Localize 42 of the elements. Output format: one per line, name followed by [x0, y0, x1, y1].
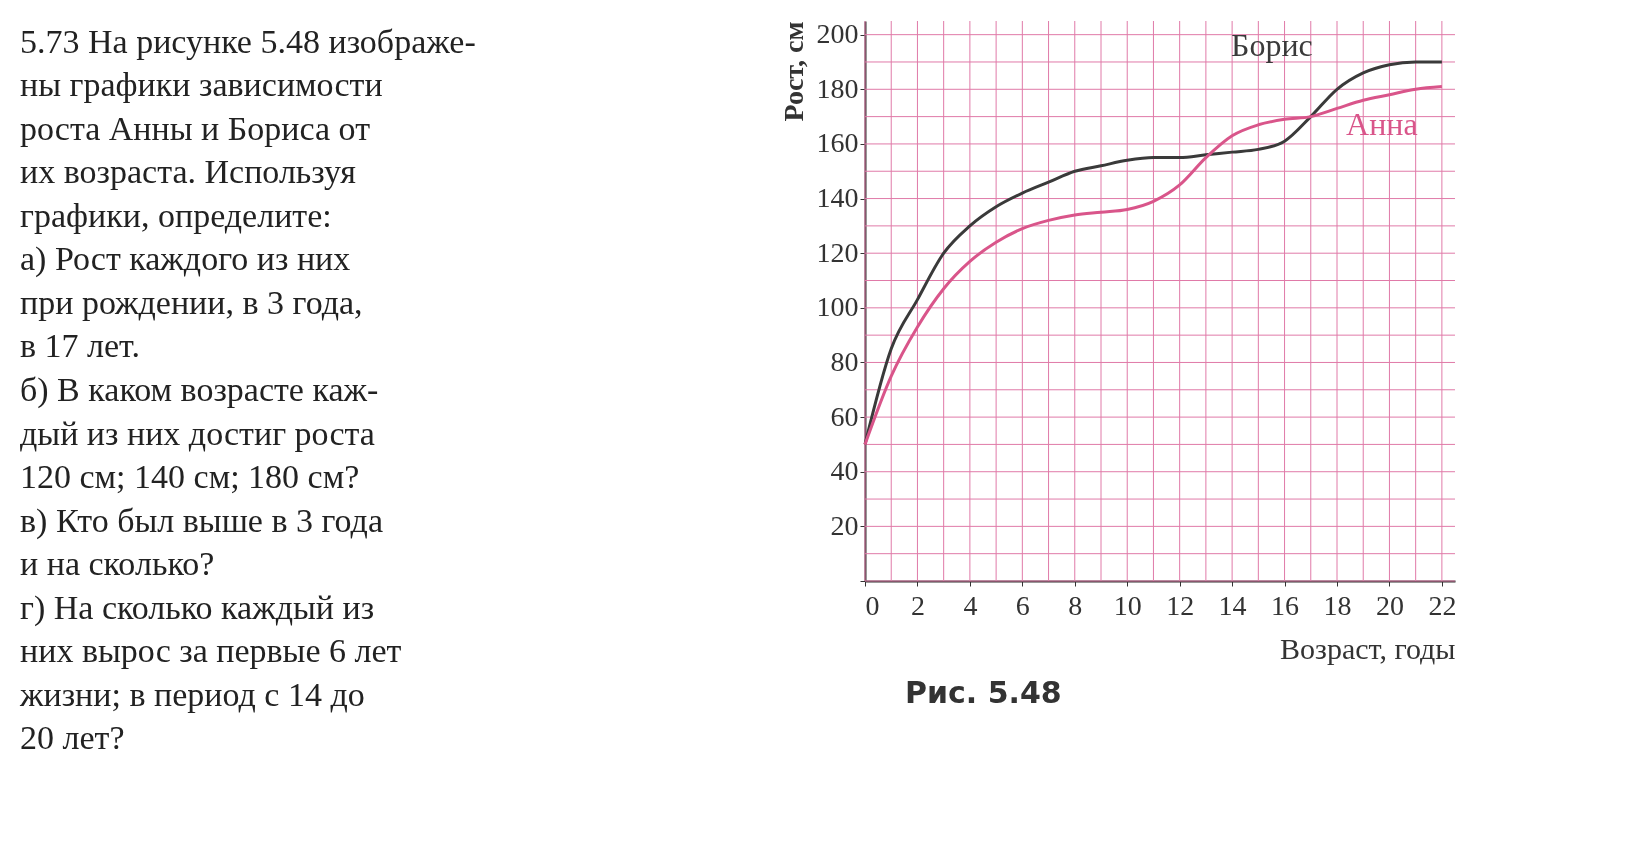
y-tick-label: 200: [816, 18, 859, 50]
x-tick-label: 2: [910, 589, 925, 621]
text: Рис. 5.48: [905, 675, 1062, 710]
x-tick-label: 8: [1068, 589, 1083, 621]
x-tick-label: 18: [1323, 589, 1352, 621]
text: б) В каком возрасте каж-: [20, 371, 379, 409]
text: роста Анны и Бориса от: [20, 109, 371, 147]
y-tick-label: 100: [816, 291, 859, 323]
text: а) Рост каждого из них: [20, 240, 351, 279]
x-tick-label: 20: [1375, 589, 1404, 621]
x-tick-label: 16: [1271, 589, 1300, 621]
text: их возраста. Используя: [20, 153, 357, 191]
y-tick-label: 180: [816, 72, 859, 104]
text: и на сколько?: [20, 545, 215, 583]
text: в 17 лет.: [20, 327, 140, 365]
x-tick-label: 6: [1015, 589, 1030, 621]
x-axis-title: Возраст, годы: [1280, 631, 1456, 665]
y-tick-label: 80: [830, 345, 859, 377]
x-tick-label: 10: [1113, 589, 1142, 621]
text: ны графики зависимости: [20, 66, 383, 104]
y-tick-label: 20: [830, 509, 859, 541]
text: дый из них достиг роста: [20, 414, 375, 452]
y-tick-label: 40: [830, 455, 859, 487]
y-axis-title: Рост, см: [777, 21, 809, 122]
x-tick-label: 22: [1428, 589, 1457, 621]
text: г) На сколько каждый из: [20, 588, 375, 627]
x-tick-label: 12: [1166, 589, 1195, 621]
x-tick-label: 0: [865, 589, 880, 621]
text: при рождении, в 3 года,: [20, 283, 363, 321]
y-tick-label: 140: [816, 182, 859, 214]
x-tick-label: 4: [963, 589, 978, 621]
y-tick-label: 120: [816, 236, 859, 268]
y-tick-label: 60: [830, 400, 859, 432]
text: в) Кто был выше в 3 года: [20, 501, 384, 540]
x-tick-label: 14: [1218, 589, 1247, 621]
text: 5.73 На рисунке 5.48 изображе-: [20, 22, 476, 60]
text: 120 см; 140 см; 180 см?: [20, 458, 360, 496]
text: жизни; в период с 14 до: [19, 675, 365, 713]
text: них вырос за первые 6 лет: [20, 632, 402, 670]
text: 20 лет?: [20, 719, 125, 757]
y-tick-label: 160: [816, 127, 859, 159]
text: графики, определите:: [20, 196, 332, 234]
